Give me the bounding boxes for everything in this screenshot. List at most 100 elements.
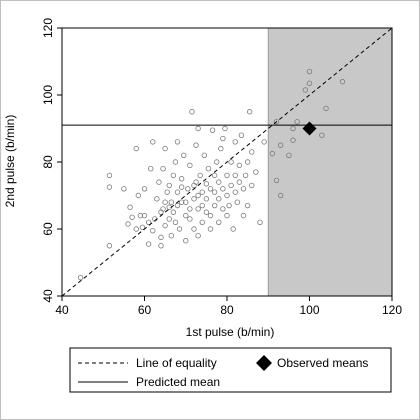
x-axis-title: 1st pulse (b/min) <box>186 325 275 339</box>
scatter-point <box>197 172 203 179</box>
scatter-point <box>240 212 247 219</box>
x-tick-label: 100 <box>299 303 319 317</box>
scatter-point <box>232 139 238 145</box>
scatter-point <box>166 216 172 222</box>
scatter-point <box>290 137 296 143</box>
scatter-point <box>150 139 156 145</box>
scatter-point <box>242 172 249 179</box>
scatter-point <box>195 232 201 239</box>
scatter-point <box>170 209 177 215</box>
scatter-point <box>137 212 144 219</box>
scatter-point <box>183 212 189 219</box>
scatter-point <box>180 152 187 158</box>
scatter-point <box>207 186 214 192</box>
scatter-point <box>187 162 193 169</box>
scatter-point <box>253 169 259 175</box>
scatter-point <box>172 219 179 225</box>
legend-label-predicted: Predicted mean <box>136 375 220 389</box>
scatter-point <box>106 184 113 190</box>
scatter-point <box>166 182 172 189</box>
x-tick-label: 120 <box>382 303 402 317</box>
scatter-point <box>170 172 177 179</box>
scatter-point <box>147 165 154 172</box>
scatter-point <box>294 119 300 125</box>
observed-means-marker <box>302 121 317 136</box>
scatter-point <box>199 189 205 195</box>
scatter-point <box>156 179 162 185</box>
scatter-point <box>207 212 214 219</box>
scatter-point <box>220 186 226 192</box>
scatter-point <box>236 162 243 169</box>
scatter-point <box>133 145 139 152</box>
y-axis-title: 2nd pulse (b/min) <box>3 115 17 208</box>
legend: Line of equality Observed means Predicte… <box>69 347 392 393</box>
scatter-point <box>106 172 113 179</box>
scatter-point <box>222 125 228 132</box>
scatter-point <box>277 142 284 148</box>
scatter-point <box>240 186 247 192</box>
y-tick-label: 100 <box>41 85 55 105</box>
scatter-point <box>183 199 189 205</box>
plot-layer <box>61 27 393 297</box>
scatter-point <box>195 192 201 199</box>
scatter-point <box>230 226 236 232</box>
scatter-point <box>176 226 183 232</box>
scatter-point <box>232 189 238 195</box>
scatter-point <box>290 125 296 132</box>
scatter-point <box>226 202 232 209</box>
scatter-point <box>216 196 222 202</box>
scatter-point <box>168 232 175 239</box>
scatter-point <box>178 184 185 190</box>
scatter-point <box>269 150 276 157</box>
scatter-point <box>201 152 208 158</box>
scatter-point <box>216 179 222 185</box>
scatter-point <box>273 119 280 125</box>
scatter-point <box>164 189 170 195</box>
scatter-point <box>174 202 181 209</box>
y-tick-label: 120 <box>41 18 55 38</box>
y-tick-label: 80 <box>41 155 55 169</box>
scatter-point <box>224 192 230 199</box>
line-of-equality <box>61 27 393 297</box>
scatter-point <box>162 222 168 229</box>
scatter-point <box>187 206 193 212</box>
scatter-point <box>319 132 325 138</box>
scatter-point <box>224 212 230 219</box>
y-tick-label: 60 <box>41 222 55 236</box>
scatter-point <box>195 206 201 212</box>
scatter-point <box>121 186 127 192</box>
scatter-point <box>228 182 234 189</box>
scatter-point <box>199 202 205 209</box>
scatter-point <box>323 105 329 112</box>
scatter-point <box>286 152 292 158</box>
scatter-point <box>302 87 309 93</box>
scatter-point <box>187 216 193 222</box>
scatter-point <box>195 125 201 132</box>
scatter-point <box>178 199 185 205</box>
scatter-point <box>218 145 224 152</box>
scatter-point <box>141 212 148 219</box>
scatter-point <box>127 204 133 210</box>
scatter-point <box>232 172 238 179</box>
scatter-point <box>162 199 168 205</box>
scatter-point <box>234 199 241 205</box>
scatter-point <box>129 214 135 220</box>
scatter-point <box>224 172 230 179</box>
scatter-point <box>174 139 181 145</box>
scatter-point <box>168 199 175 205</box>
scatter-point <box>261 139 267 145</box>
scatter-point <box>257 219 263 225</box>
scatter-point <box>216 219 222 225</box>
scatter-point <box>249 182 255 189</box>
scatter-point <box>145 219 152 225</box>
scatter-point <box>228 159 234 165</box>
scatter-point <box>207 226 214 232</box>
scatter-point <box>172 159 179 165</box>
scatter-point <box>209 127 216 133</box>
scatter-point <box>162 145 168 152</box>
scatter-point <box>160 206 166 212</box>
scatter-point <box>203 181 210 187</box>
scatter-point <box>306 80 313 86</box>
scatter-point <box>339 78 346 85</box>
